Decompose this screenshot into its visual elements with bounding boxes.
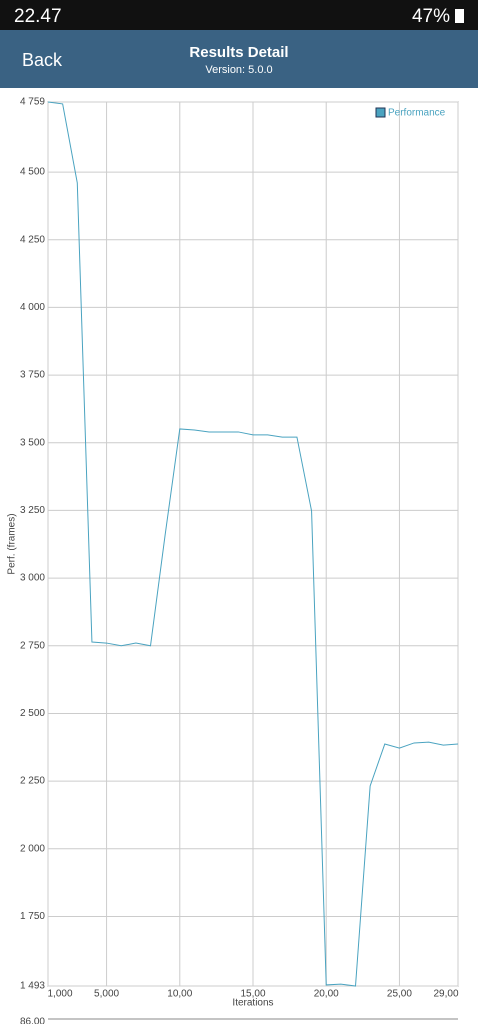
- y-tick-label: 4 759: [20, 97, 45, 108]
- y-tick-label: 2 250: [20, 776, 45, 787]
- x-tick-label: 20,00: [314, 989, 339, 1000]
- legend-swatch: [375, 107, 386, 118]
- y-tick-label: 3 250: [20, 505, 45, 516]
- x-tick-label: 25,00: [387, 989, 412, 1000]
- y-tick-label: 2 750: [20, 640, 45, 651]
- line: [47, 101, 459, 987]
- y-tick-label: 3 000: [20, 573, 45, 584]
- y-tick-label: 3 750: [20, 370, 45, 381]
- y-tick-label: 4 500: [20, 167, 45, 178]
- subtitle: Version: 5.0.0: [205, 64, 273, 76]
- y-tick-label: 4 000: [20, 302, 45, 313]
- chart: 1 493 1 750 2 000 2 250 2 500 2 750 3 000 3 250…: [7, 97, 459, 1024]
- x-tick-label: 1,000: [47, 989, 72, 1000]
- next-chart-label: 86,00: [20, 1017, 45, 1024]
- battery: 47%: [411, 6, 450, 27]
- x-tick-label: 29,00: [433, 989, 458, 1000]
- y-tick-label: 1 750: [20, 911, 45, 922]
- y-tick-label: 2 500: [20, 708, 45, 719]
- title: Results Detail: [189, 44, 289, 61]
- x-tick-label: 5,000: [94, 989, 119, 1000]
- x-tick-label: 10,00: [167, 989, 192, 1000]
- back-button[interactable]: Back: [22, 50, 63, 70]
- header: Back Results Detail Version: 5.0.0: [0, 30, 478, 88]
- y-tick-label: 3 500: [20, 437, 45, 448]
- y-tick-label: 2 000: [20, 843, 45, 854]
- x-tick-label: 15,00: [240, 989, 265, 1000]
- y-axis-label: Perf. (frames): [7, 513, 18, 574]
- x-axis-label: Iterations: [232, 998, 273, 1009]
- battery-icon: [455, 9, 464, 23]
- status-bar: 22.47 47%: [0, 0, 478, 30]
- time: 22.47: [14, 6, 62, 27]
- y-tick-label: 1 493: [20, 981, 45, 992]
- y-tick-label: 4 250: [20, 234, 45, 245]
- legend-label: Performance: [388, 108, 446, 119]
